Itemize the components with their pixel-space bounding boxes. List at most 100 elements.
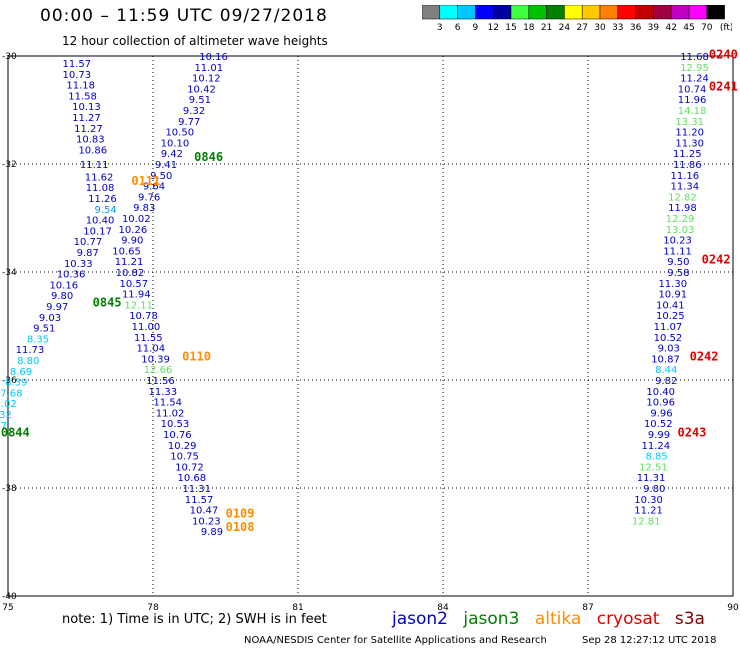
wave-height-label: 9.83: [133, 203, 155, 214]
colorbar-label: 42: [665, 23, 676, 33]
wave-height-label: 10.65: [112, 246, 141, 257]
wave-height-label: 9.82: [655, 376, 677, 387]
x-tick-label: 78: [147, 603, 159, 612]
legend-altika: altika: [534, 609, 582, 629]
wave-height-label: 11.02: [156, 408, 185, 419]
x-tick-label: 81: [292, 603, 303, 612]
wave-height-label: 11.96: [678, 95, 707, 106]
wave-height-label: 10.16: [49, 280, 78, 291]
wave-height-label: 11.27: [74, 124, 103, 135]
wave-height-label: 8.69: [10, 367, 32, 378]
pass-time-label: 0243: [678, 425, 707, 439]
wave-height-label: 11.24: [642, 441, 671, 452]
wave-height-label: 10.83: [76, 135, 105, 146]
wave-height-label: 11.73: [16, 345, 45, 356]
wave-height-label: 10.26: [119, 225, 148, 236]
wave-height-plot: 75 78 81 84 87 90-30-32-34-36-38-4011.5710.73…: [0, 47, 739, 612]
wave-height-label: 11.98: [668, 203, 697, 214]
wave-height-label: 8.35: [27, 334, 49, 345]
wave-height-label: 10.42: [187, 84, 216, 95]
wave-height-label: 11.34: [671, 182, 700, 193]
wave-height-label: 10.50: [165, 128, 194, 139]
wave-height-label: 11.62: [85, 172, 114, 183]
wave-height-label: 12.81: [632, 516, 661, 527]
legend-jason2: jason2: [392, 609, 448, 629]
wave-height-label: 11.33: [149, 387, 178, 398]
colorbar-label: 6: [455, 23, 461, 33]
generated-timestamp: Sep 28 12:27:12 UTC 2018: [582, 635, 717, 646]
wave-height-label: 12.29: [666, 214, 695, 225]
wave-height-label: 10.72: [175, 462, 204, 473]
wave-height-label: 10.25: [656, 311, 685, 322]
credit-line: NOAA/NESDIS Center for Satellite Applica…: [244, 635, 547, 646]
wave-height-label: 8.44: [655, 365, 677, 376]
wave-height-label: 9.03: [39, 313, 61, 324]
wave-height-label: 12.95: [680, 63, 709, 74]
wave-height-label: 9.90: [121, 236, 143, 247]
wave-height-label: 8.39: [5, 378, 27, 389]
wave-height-label: 12.66: [144, 365, 173, 376]
wave-height-label: 10.86: [78, 145, 107, 156]
wave-height-label: 9.80: [51, 291, 73, 302]
wave-height-label: 9.03: [658, 344, 680, 355]
legend-jason3: jason3: [463, 609, 520, 629]
wave-height-label: 11.30: [658, 279, 687, 290]
y-tick-label: -30: [2, 52, 17, 62]
wave-height-label: 11.00: [132, 322, 161, 333]
wave-height-label: 11.04: [136, 344, 165, 355]
wave-height-label: 11.24: [680, 74, 709, 85]
wave-height-label: 11.26: [88, 194, 117, 205]
wave-height-label: 11.01: [194, 63, 223, 74]
x-tick-label: 75: [2, 603, 13, 612]
wave-height-label: 12.82: [668, 192, 697, 203]
wave-height-label: 10.16: [199, 52, 228, 63]
colorbar-swatch: [706, 5, 725, 20]
wave-height-label: 11.16: [671, 171, 700, 182]
colorbar-label: 3: [437, 23, 443, 33]
wave-height-label: 10.02: [122, 214, 151, 225]
wave-height-label: 11.11: [80, 160, 109, 171]
x-tick-label: 90: [727, 603, 739, 612]
colorbar-units: (ft): [720, 23, 732, 33]
x-tick-label: 87: [582, 603, 593, 612]
colorbar-label: 36: [630, 23, 642, 33]
chart-subtitle: 12 hour collection of altimeter wave hei…: [62, 34, 328, 48]
wave-height-label: 9.51: [33, 324, 55, 335]
y-tick-label: -34: [2, 268, 17, 278]
colorbar-label: 45: [683, 23, 694, 33]
wave-height-label: 10.68: [178, 473, 207, 484]
pass-time-label: 0111: [131, 174, 160, 188]
pass-time-label: 0242: [690, 350, 719, 364]
wave-height-label: 11.68: [680, 52, 709, 63]
wave-height-label: 10.23: [192, 516, 221, 527]
wave-height-label: 9.41: [155, 160, 177, 171]
wave-height-label: 8.34: [0, 432, 1, 443]
wave-height-label: 10.52: [644, 419, 673, 430]
wave-height-label: 9.54: [94, 205, 116, 216]
wave-height-label: 10.53: [161, 419, 190, 430]
colorbar-label: 18: [523, 23, 535, 33]
wave-height-label: 10.78: [129, 311, 158, 322]
y-tick-label: -40: [2, 592, 17, 602]
wave-height-label: 11.07: [654, 322, 683, 333]
wave-height-label: 11.54: [153, 398, 182, 409]
colorbar-label: 12: [487, 23, 498, 33]
wave-height-label: 7.68: [0, 388, 22, 399]
wave-height-label: 11.30: [675, 138, 704, 149]
y-tick-label: -36: [2, 376, 17, 386]
wave-height-label: 13.03: [666, 225, 695, 236]
wave-height-label: 9.97: [46, 302, 68, 313]
pass-time-label: 0240: [709, 47, 738, 61]
satellite-legend: jason2 jason3 altika cryosat s3a: [392, 609, 715, 629]
footnote: note: 1) Time is in UTC; 2) SWH is in fe…: [62, 612, 327, 627]
wave-height-label: 13.31: [675, 117, 704, 128]
wave-height-label: 10.10: [161, 138, 190, 149]
wave-height-label: 9.50: [667, 257, 689, 268]
wave-height-label: 11.57: [185, 495, 214, 506]
pass-time-label: 0108: [226, 520, 255, 534]
legend-cryosat: cryosat: [596, 609, 660, 629]
colorbar-label: 30: [594, 23, 606, 33]
wave-height-label: 11.55: [134, 333, 163, 344]
pass-time-label: 0109: [226, 506, 255, 520]
